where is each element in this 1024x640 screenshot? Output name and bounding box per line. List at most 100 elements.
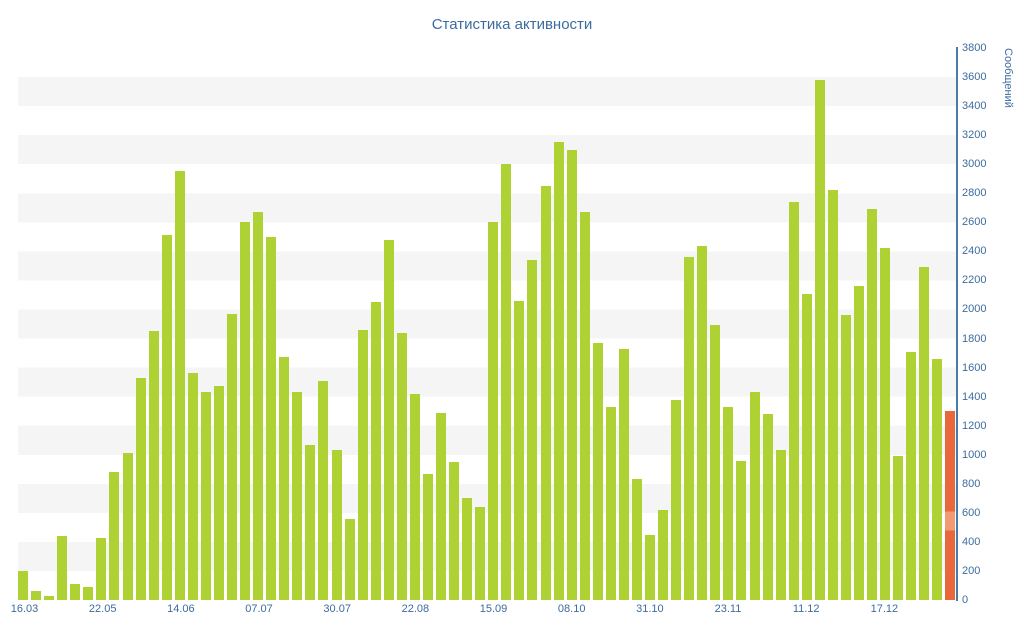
bar[interactable] (932, 358, 943, 600)
y-tick-label: 3800 (962, 42, 987, 54)
bar[interactable] (527, 260, 538, 600)
bar[interactable] (31, 591, 42, 600)
x-tick-label: 22.05 (88, 603, 117, 615)
y-tick-label: 3200 (962, 129, 987, 142)
bar[interactable] (357, 329, 368, 600)
bar[interactable] (436, 412, 446, 600)
bar[interactable] (762, 414, 773, 600)
bar[interactable] (253, 212, 264, 600)
bar[interactable] (161, 235, 172, 600)
bar[interactable] (318, 380, 329, 600)
bar[interactable] (645, 534, 655, 600)
y-tick-label: 200 (962, 564, 981, 577)
bar[interactable] (684, 257, 695, 600)
bar[interactable] (618, 348, 629, 600)
bar[interactable] (540, 186, 551, 600)
x-tick-label: 17.12 (870, 603, 899, 615)
bar[interactable] (462, 498, 473, 600)
y-tick-label: 1200 (962, 419, 987, 432)
bar[interactable] (514, 300, 525, 600)
bar[interactable] (814, 79, 825, 600)
bar[interactable] (109, 472, 120, 600)
bar[interactable] (70, 584, 81, 600)
y-tick-label: 3600 (962, 71, 987, 84)
bar[interactable] (867, 209, 878, 600)
bar[interactable] (174, 171, 185, 600)
bar[interactable] (710, 325, 721, 600)
x-tick-label: 31.10 (636, 603, 664, 615)
bar[interactable] (18, 570, 28, 600)
bar[interactable] (893, 456, 904, 600)
bar[interactable] (344, 518, 355, 600)
bar[interactable] (148, 331, 159, 600)
bar[interactable] (592, 342, 603, 600)
bar[interactable] (396, 332, 407, 600)
bars-container (18, 48, 956, 600)
y-tick-label: 2200 (962, 274, 987, 287)
bar[interactable] (370, 302, 381, 600)
bar[interactable] (840, 315, 851, 600)
bar[interactable] (122, 453, 133, 600)
bar[interactable] (775, 450, 786, 600)
x-tick-label: 14.06 (167, 603, 195, 615)
bar[interactable] (200, 392, 211, 600)
bar[interactable] (227, 313, 237, 600)
bar[interactable] (801, 293, 812, 600)
bar[interactable] (475, 507, 486, 600)
y-tick-label: 2600 (962, 216, 987, 229)
bar[interactable] (553, 142, 564, 600)
bar[interactable] (83, 586, 94, 600)
y-tick-label: 2800 (962, 187, 987, 200)
bar[interactable] (854, 286, 864, 600)
y-axis-line (956, 47, 958, 601)
bar[interactable] (671, 399, 682, 600)
x-tick-label: 11.12 (792, 603, 820, 615)
bar[interactable] (305, 444, 316, 600)
bar[interactable] (409, 393, 420, 600)
bar[interactable] (501, 164, 512, 600)
current-period-bar[interactable] (945, 411, 956, 600)
bar[interactable] (266, 236, 277, 600)
bar[interactable] (331, 450, 342, 600)
x-tick-label: 22.08 (401, 603, 430, 615)
bar[interactable] (658, 509, 669, 600)
y-tick-label: 3400 (962, 100, 987, 113)
bar[interactable] (279, 357, 290, 600)
y-tick-label: 0 (962, 594, 969, 606)
bar[interactable] (488, 222, 499, 600)
bar[interactable] (240, 222, 251, 600)
bar[interactable] (96, 537, 107, 600)
bar[interactable] (449, 462, 460, 600)
bar[interactable] (880, 248, 891, 600)
y-tick-label: 1400 (962, 390, 987, 403)
chart-title: Статистика активности (431, 16, 593, 33)
y-tick-label: 2000 (962, 303, 987, 316)
bar[interactable] (135, 377, 146, 600)
bar[interactable] (213, 386, 224, 600)
bar[interactable] (736, 460, 747, 600)
bar[interactable] (749, 392, 760, 600)
bar[interactable] (383, 239, 394, 600)
bar[interactable] (631, 479, 642, 600)
bar[interactable] (827, 190, 838, 600)
bar[interactable] (44, 595, 55, 600)
y-tick-label: 3000 (962, 158, 987, 171)
y-tick-label: 600 (962, 506, 981, 519)
y-axis-title: Сообщений (1002, 48, 1014, 108)
bar[interactable] (579, 212, 590, 600)
bar[interactable] (697, 245, 708, 600)
bar[interactable] (788, 201, 799, 600)
y-tick-label: 1800 (962, 332, 987, 345)
bar[interactable] (422, 473, 433, 600)
bar[interactable] (723, 406, 734, 600)
x-tick-label: 30.07 (323, 603, 351, 615)
bar[interactable] (292, 392, 303, 600)
x-tick-label: 08.10 (557, 603, 586, 615)
bar[interactable] (57, 536, 68, 600)
x-tick-label: 23.11 (714, 603, 742, 615)
bar[interactable] (906, 351, 917, 600)
bar[interactable] (566, 149, 577, 600)
bar[interactable] (187, 373, 198, 600)
bar[interactable] (919, 267, 930, 600)
bar[interactable] (605, 406, 616, 600)
